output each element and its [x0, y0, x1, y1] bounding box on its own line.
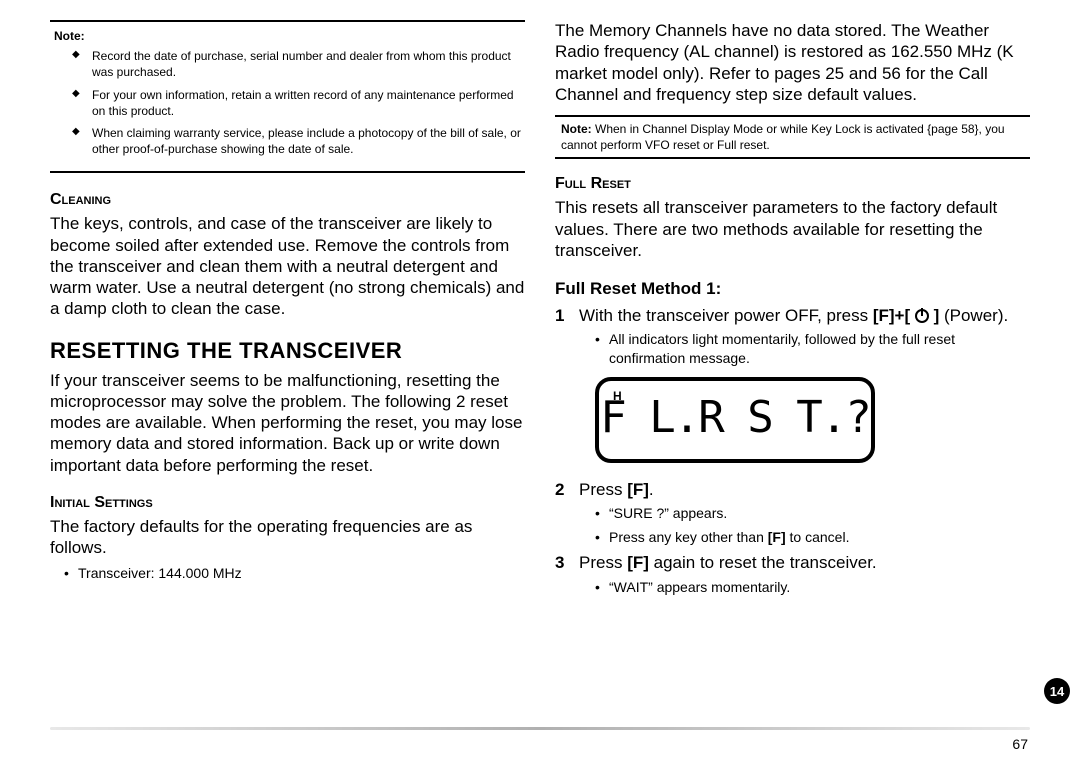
power-icon	[915, 309, 929, 323]
step-1-text-pre: With the transceiver power OFF, press	[579, 306, 873, 325]
step-2-post: .	[649, 480, 654, 499]
lcd-text: F L.R S T.?	[600, 392, 869, 443]
chapter-badge: 14	[1044, 678, 1070, 704]
step-number: 3	[555, 552, 564, 573]
step-1-key: [F]+[	[873, 306, 915, 325]
left-column: Note: Record the date of purchase, seria…	[50, 20, 525, 602]
step-3-key: [F]	[627, 553, 649, 572]
step-1-key-post: ]	[929, 306, 944, 325]
step-1-bullet: All indicators light momentarily, follow…	[555, 330, 1030, 366]
inline-note-body: When in Channel Display Mode or while Ke…	[561, 122, 1005, 152]
step-1-tail: (Power).	[944, 306, 1008, 325]
resetting-body: If your transceiver seems to be malfunct…	[50, 370, 525, 476]
step-2-key: [F]	[627, 480, 649, 499]
note-item: Record the date of purchase, serial numb…	[72, 48, 521, 80]
note-item: For your own information, retain a writt…	[72, 87, 521, 119]
note-label: Note:	[54, 28, 521, 44]
cleaning-body: The keys, controls, and case of the tran…	[50, 213, 525, 319]
step-1: 1 With the transceiver power OFF, press …	[555, 305, 1030, 326]
footer-rule	[50, 727, 1030, 730]
two-column-layout: Note: Record the date of purchase, seria…	[50, 20, 1030, 602]
step-2: 2 Press [F].	[555, 479, 1030, 500]
full-reset-method-heading: Full Reset Method 1:	[555, 279, 1030, 299]
full-reset-body: This resets all transceiver parameters t…	[555, 197, 1030, 261]
note-list: Record the date of purchase, serial numb…	[54, 48, 521, 157]
step-2-bullet-1: “SURE ?” appears.	[555, 504, 1030, 522]
page-number: 67	[1012, 736, 1028, 752]
step-number: 1	[555, 305, 564, 326]
step-3-post: again to reset the transceiver.	[649, 553, 877, 572]
resetting-heading: RESETTING THE TRANSCEIVER	[50, 338, 525, 364]
manual-page: Note: Record the date of purchase, seria…	[0, 0, 1080, 760]
initial-settings-body: The factory defaults for the operating f…	[50, 516, 525, 559]
initial-settings-bullet: Transceiver: 144.000 MHz	[50, 564, 525, 582]
initial-settings-heading: Initial Settings	[50, 494, 525, 512]
step-3-bullet: “WAIT” appears momentarily.	[555, 578, 1030, 596]
step-2-pre: Press	[579, 480, 627, 499]
step-number: 2	[555, 479, 564, 500]
step-3: 3 Press [F] again to reset the transceiv…	[555, 552, 1030, 573]
step-3-pre: Press	[579, 553, 627, 572]
lcd-display: H F L.R S T.?	[595, 377, 875, 463]
inline-note: Note: When in Channel Display Mode or wh…	[555, 115, 1030, 159]
inline-note-label: Note:	[561, 122, 592, 136]
note-box: Note: Record the date of purchase, seria…	[50, 20, 525, 173]
note-item: When claiming warranty service, please i…	[72, 125, 521, 157]
step-2-bullet-2: Press any key other than [F] to cancel.	[555, 528, 1030, 546]
cleaning-heading: Cleaning	[50, 191, 525, 209]
full-reset-heading: Full Reset	[555, 175, 1030, 193]
memory-channels-body: The Memory Channels have no data stored.…	[555, 20, 1030, 105]
right-column: The Memory Channels have no data stored.…	[555, 20, 1030, 602]
